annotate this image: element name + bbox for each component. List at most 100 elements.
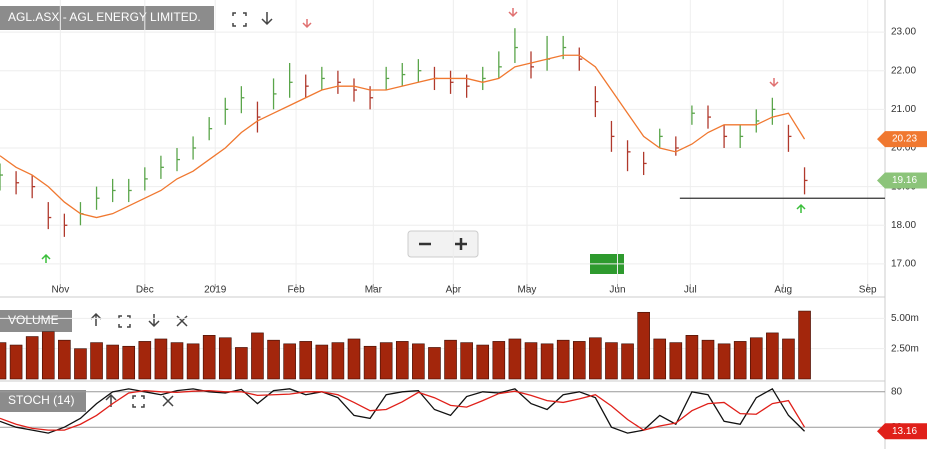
price-tag-label: 13.16: [892, 426, 917, 437]
expand-icon[interactable]: [132, 395, 145, 408]
volume-bar: [41, 331, 55, 380]
volume-bar: [572, 341, 586, 380]
volume-bar: [0, 342, 7, 380]
moving-average: [0, 54, 806, 219]
volume-bar: [605, 342, 618, 380]
y-tick-label: 5.00m: [891, 313, 919, 324]
expand-icon[interactable]: [232, 12, 247, 27]
x-tick-label: Dec: [136, 285, 154, 296]
volume-bar: [283, 343, 296, 380]
x-tick-label: Aug: [774, 285, 792, 296]
volume-bar: [251, 332, 264, 380]
x-tick-label: Nov: [51, 285, 69, 296]
expand-icon[interactable]: [118, 315, 131, 328]
y-tick-label: 20.00: [891, 143, 916, 154]
volume-bar: [90, 342, 103, 380]
toolbar[interactable]: [90, 12, 273, 408]
down-icon[interactable]: [261, 12, 273, 26]
volume-bar: [25, 336, 39, 380]
volume-bar: [540, 343, 554, 380]
plot-bg: [0, 0, 885, 449]
x-tick-label: Apr: [446, 285, 462, 296]
volume-bar: [476, 344, 490, 380]
volume-bar: [717, 343, 731, 380]
volume-bar: [733, 341, 747, 380]
volume-bar: [202, 335, 216, 380]
volume-bar: [766, 332, 779, 380]
volume-bar: [74, 348, 87, 380]
y-tick-label: 21.00: [891, 104, 916, 115]
stoch-line: [0, 387, 806, 434]
price-tag-label: 20.23: [892, 134, 917, 145]
volume-bar: [299, 341, 313, 380]
stoch-line: [0, 389, 806, 431]
volume-bar: [235, 347, 248, 380]
x-tick-label: May: [518, 285, 537, 296]
x-tick-label: Mar: [365, 285, 383, 296]
volume-bar: [460, 342, 473, 380]
volume-bar: [58, 339, 71, 380]
volume-bar: [395, 341, 409, 380]
y-tick-label: 2.50m: [891, 343, 919, 354]
volume-bar: [749, 337, 763, 380]
volume-bar: [267, 339, 280, 380]
sell-arrow: [769, 78, 779, 88]
volume-bar: [556, 339, 570, 380]
volume-bar: [637, 311, 650, 380]
x-tick-label: Jun: [609, 285, 625, 296]
up-icon[interactable]: [90, 312, 102, 326]
title-box: [0, 310, 72, 332]
volume-bar: [444, 339, 457, 380]
volume-bar: [653, 338, 667, 380]
close-icon[interactable]: [176, 315, 188, 327]
title-box: [0, 390, 86, 412]
sell-arrow: [508, 8, 518, 18]
volume-bar: [154, 338, 168, 380]
x-tick-label: Feb: [287, 285, 305, 296]
sell-arrow: [302, 19, 312, 29]
close-icon[interactable]: [162, 395, 174, 407]
volume-bar: [508, 338, 522, 380]
y-tick-label: 80: [891, 386, 903, 397]
volume-bar: [492, 341, 506, 380]
volume-bar: [428, 347, 441, 380]
volume-bar: [782, 338, 795, 380]
x-tick-label: 2019: [204, 285, 227, 296]
volume-bar: [621, 343, 634, 380]
price-tag: [877, 131, 927, 148]
volume-bar: [379, 342, 393, 380]
volume-bar: [589, 337, 602, 380]
volume-bar: [218, 337, 232, 380]
x-tick-label: Sep: [859, 285, 877, 296]
price-tag: [877, 172, 927, 189]
volume-bar: [363, 345, 377, 380]
volume-bar: [315, 344, 329, 380]
price-tag: [877, 423, 927, 440]
signal-arrows: [41, 8, 806, 263]
volume-bar: [524, 342, 538, 380]
buy-arrow: [796, 203, 806, 213]
stoch-title: STOCH (14): [8, 393, 74, 407]
volume-bar: [685, 335, 699, 380]
x-tick-label: Jul: [684, 285, 697, 296]
volume-bar: [9, 344, 23, 380]
price-tag-label: 19.16: [892, 175, 917, 186]
volume-bar: [701, 339, 715, 380]
volume-bar: [122, 345, 136, 380]
volume-bar: [798, 310, 811, 380]
down-icon[interactable]: [148, 314, 160, 328]
zoom-control[interactable]: [407, 230, 479, 258]
volume-bar: [331, 342, 345, 380]
zoom-box: [407, 230, 479, 258]
y-tick-label: 22.00: [891, 65, 916, 76]
y-tick-label: 17.00: [891, 259, 916, 270]
title-box: [0, 6, 214, 30]
volume-title: VOLUME: [8, 313, 59, 327]
buy-arrow: [41, 253, 51, 263]
volume-bar: [106, 344, 119, 380]
y-tick-label: 18.00: [891, 220, 916, 231]
volume-bar: [186, 343, 200, 380]
volume-bar: [669, 342, 683, 380]
zoom-icons[interactable]: [419, 238, 467, 250]
